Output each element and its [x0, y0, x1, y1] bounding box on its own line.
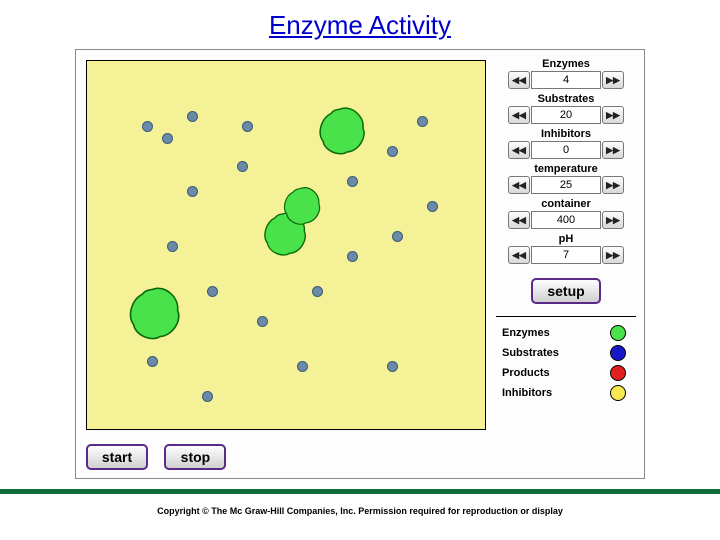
legend-label: Substrates	[502, 347, 559, 359]
stepper-enzymes: Enzymes◀◀4▶▶	[496, 58, 636, 89]
stepper-label: temperature	[496, 163, 636, 175]
substrate-particle	[167, 241, 178, 252]
stepper-substrates: Substrates◀◀20▶▶	[496, 93, 636, 124]
legend-row: Inhibitors	[496, 383, 636, 403]
stepper-label: container	[496, 198, 636, 210]
simulation-canvas	[86, 60, 486, 430]
increment-button[interactable]: ▶▶	[602, 211, 624, 229]
stepper-ph: pH◀◀7▶▶	[496, 233, 636, 264]
substrate-particle	[427, 201, 438, 212]
substrate-particle	[237, 161, 248, 172]
side-panel: Enzymes◀◀4▶▶Substrates◀◀20▶▶Inhibitors◀◀…	[496, 58, 636, 403]
legend-swatch	[610, 385, 626, 401]
legend: Enzymes Substrates Products Inhibitors	[496, 316, 636, 403]
app-frame: Enzymes◀◀4▶▶Substrates◀◀20▶▶Inhibitors◀◀…	[75, 49, 645, 479]
stepper-value: 20	[531, 106, 601, 124]
decrement-button[interactable]: ◀◀	[508, 246, 530, 264]
substrate-particle	[187, 111, 198, 122]
legend-label: Products	[502, 367, 550, 379]
substrate-particle	[297, 361, 308, 372]
stepper-value: 7	[531, 246, 601, 264]
stepper-temperature: temperature◀◀25▶▶	[496, 163, 636, 194]
substrate-particle	[392, 231, 403, 242]
decrement-button[interactable]: ◀◀	[508, 211, 530, 229]
substrate-particle	[417, 116, 428, 127]
stepper-value: 400	[531, 211, 601, 229]
stepper-container: container◀◀400▶▶	[496, 198, 636, 229]
page-title: Enzyme Activity	[0, 0, 720, 49]
substrate-particle	[387, 361, 398, 372]
stepper-inhibitors: Inhibitors◀◀0▶▶	[496, 128, 636, 159]
decrement-button[interactable]: ◀◀	[508, 176, 530, 194]
stepper-label: Inhibitors	[496, 128, 636, 140]
substrate-particle	[347, 176, 358, 187]
legend-swatch	[610, 365, 626, 381]
legend-label: Enzymes	[502, 327, 550, 339]
decrement-button[interactable]: ◀◀	[508, 71, 530, 89]
substrate-particle	[387, 146, 398, 157]
substrate-particle	[187, 186, 198, 197]
legend-swatch	[610, 345, 626, 361]
copyright-text: Copyright © The Mc Graw-Hill Companies, …	[0, 506, 720, 516]
increment-button[interactable]: ▶▶	[602, 246, 624, 264]
stepper-label: Substrates	[496, 93, 636, 105]
stop-button[interactable]: stop	[164, 444, 226, 470]
legend-row: Products	[496, 363, 636, 383]
increment-button[interactable]: ▶▶	[602, 141, 624, 159]
legend-row: Substrates	[496, 343, 636, 363]
legend-label: Inhibitors	[502, 387, 552, 399]
divider-bar	[0, 489, 720, 494]
substrate-particle	[147, 356, 158, 367]
substrate-particle	[242, 121, 253, 132]
increment-button[interactable]: ▶▶	[602, 176, 624, 194]
substrate-particle	[347, 251, 358, 262]
substrate-particle	[142, 121, 153, 132]
stepper-label: Enzymes	[496, 58, 636, 70]
decrement-button[interactable]: ◀◀	[508, 141, 530, 159]
substrate-particle	[207, 286, 218, 297]
legend-row: Enzymes	[496, 323, 636, 343]
bottom-controls: start stop	[86, 444, 238, 470]
stepper-label: pH	[496, 233, 636, 245]
substrate-particle	[162, 133, 173, 144]
stepper-value: 4	[531, 71, 601, 89]
substrate-particle	[257, 316, 268, 327]
substrate-particle	[202, 391, 213, 402]
stepper-value: 0	[531, 141, 601, 159]
stepper-value: 25	[531, 176, 601, 194]
legend-swatch	[610, 325, 626, 341]
enzyme-particle	[282, 186, 322, 226]
increment-button[interactable]: ▶▶	[602, 106, 624, 124]
start-button[interactable]: start	[86, 444, 148, 470]
decrement-button[interactable]: ◀◀	[508, 106, 530, 124]
enzyme-particle	[127, 286, 182, 341]
substrate-particle	[312, 286, 323, 297]
setup-button[interactable]: setup	[531, 278, 601, 304]
enzyme-particle	[317, 106, 367, 156]
increment-button[interactable]: ▶▶	[602, 71, 624, 89]
